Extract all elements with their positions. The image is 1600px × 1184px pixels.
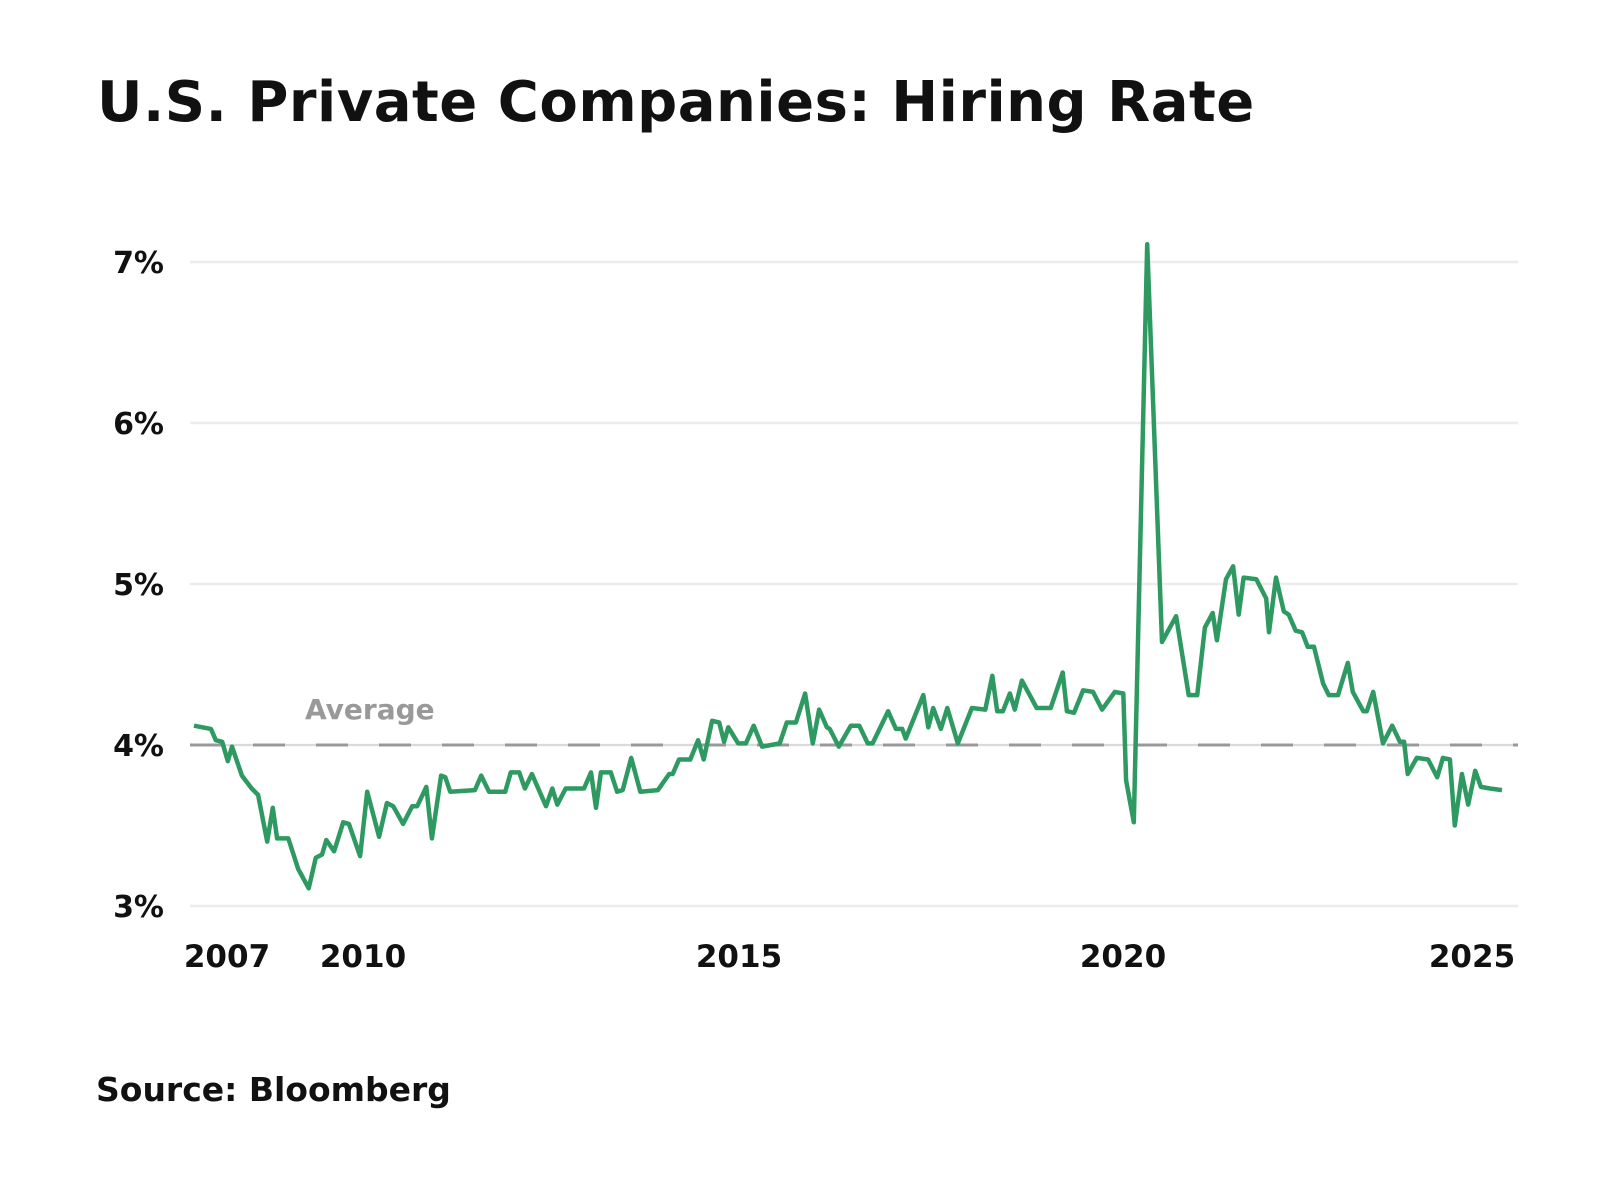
x-tick-label: 2025 <box>1429 939 1515 975</box>
y-tick-label: 4% <box>113 729 164 764</box>
x-tick-label: 2020 <box>1080 939 1166 975</box>
x-tick-label: 2010 <box>320 939 406 975</box>
series-line-hiring-rate <box>193 242 1503 891</box>
y-tick-label: 6% <box>113 407 164 442</box>
source-note: Source: Bloomberg <box>96 1070 451 1109</box>
y-tick-label: 3% <box>113 890 164 925</box>
chart-title: U.S. Private Companies: Hiring Rate <box>97 70 1255 135</box>
y-tick-label: 5% <box>113 568 164 603</box>
x-tick-label: 2015 <box>696 939 782 975</box>
average-label: Average <box>305 693 435 726</box>
y-tick-label: 7% <box>113 246 164 281</box>
x-tick-label: 2007 <box>184 939 270 975</box>
